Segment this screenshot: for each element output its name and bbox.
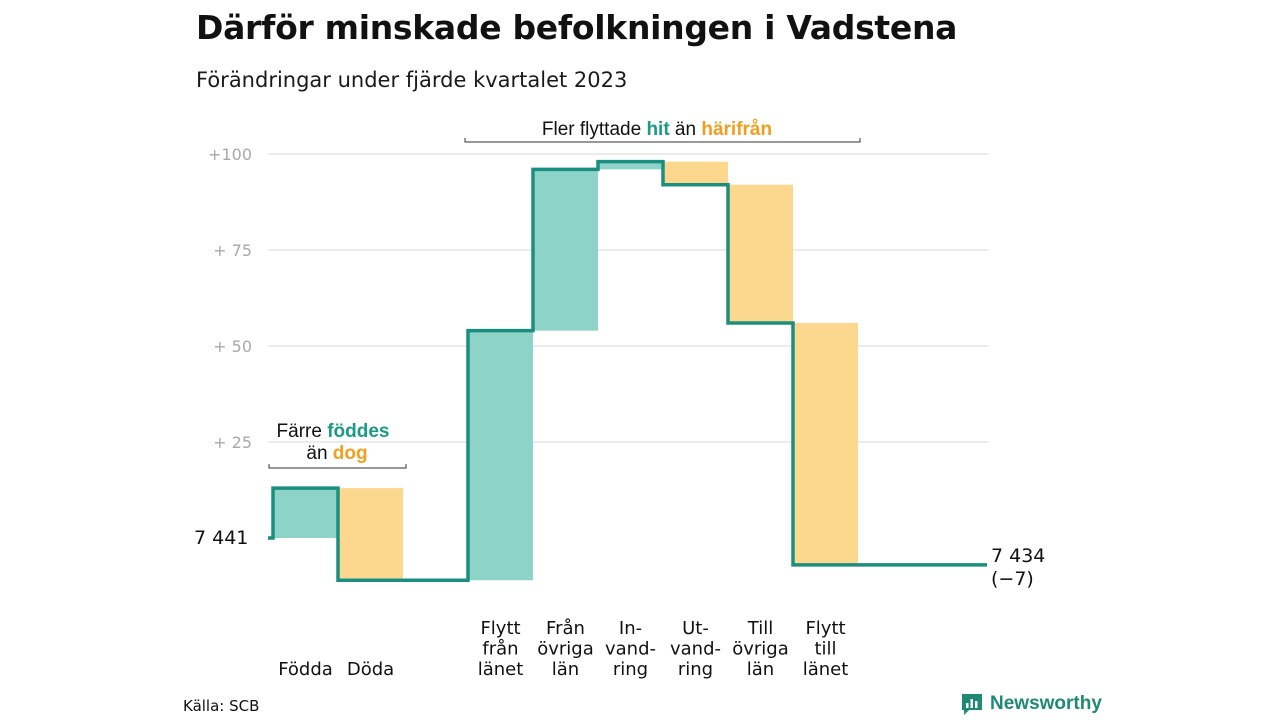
y-tick-label-25: + 25 — [213, 433, 252, 452]
category-label-2-1: från — [482, 639, 518, 660]
category-label-3-2: län — [552, 659, 579, 680]
moves-annotation-part-3: härifrån — [701, 119, 772, 140]
category-label-7-0: Flytt — [805, 618, 845, 639]
brand-logo: Newsworthy — [960, 692, 1102, 716]
bar-7 — [793, 322, 858, 565]
category-label-6-0: Till — [747, 618, 773, 639]
births-annotation-line1: Färre föddes — [277, 421, 390, 442]
category-label-0-0: Födda — [278, 659, 333, 680]
category-label-3-0: Från — [546, 618, 585, 639]
bar-2 — [468, 330, 533, 581]
moves-annotation-part-2: än — [670, 119, 702, 140]
chart-subtitle: Förändringar under fjärde kvartalet 2023 — [196, 68, 628, 92]
births-annotation-line2-part-1: dog — [333, 443, 368, 464]
cumulative-step-line — [268, 159, 987, 582]
category-label-2-2: länet — [478, 659, 524, 680]
category-label-2-0: Flytt — [480, 618, 520, 639]
moves-annotation: Fler flyttade hit än härifrån — [542, 119, 772, 140]
chart-title: Därför minskade befolkningen i Vadstena — [196, 8, 958, 47]
births-bracket — [268, 464, 407, 469]
moves-bracket — [464, 138, 861, 143]
y-tick-label-50: + 50 — [213, 337, 252, 356]
bar-5 — [663, 161, 728, 185]
category-label-4-1: vand- — [605, 639, 656, 660]
newsworthy-logo-icon — [962, 694, 982, 715]
bar-0 — [273, 488, 338, 538]
source-note: Källa: SCB — [183, 697, 260, 715]
births-annotation-line1-part-0: Färre — [277, 421, 328, 442]
category-label-6-2: län — [747, 659, 774, 680]
moves-annotation-part-1: hit — [646, 119, 670, 140]
category-label-7-2: länet — [803, 659, 849, 680]
moves-annotation-part-0: Fler flyttade — [542, 119, 647, 140]
end-value-label: 7 434 — [991, 545, 1045, 567]
category-label-5-2: ring — [678, 659, 713, 680]
births-annotation-line1-part-1: föddes — [327, 421, 389, 442]
category-label-1-0: Döda — [347, 659, 394, 680]
births-annotation-line2-part-0: än — [306, 443, 332, 464]
births-annotation-line2: än dog — [306, 443, 367, 464]
category-label-7-1: till — [814, 639, 836, 660]
category-label-5-1: vand- — [670, 639, 721, 660]
bar-3 — [533, 169, 598, 331]
bar-1 — [338, 488, 403, 581]
bar-4 — [598, 161, 663, 170]
brand-name: Newsworthy — [990, 693, 1102, 714]
category-label-5-0: Ut- — [682, 618, 709, 639]
category-label-4-2: ring — [613, 659, 648, 680]
y-tick-label-100: +100 — [208, 145, 252, 164]
category-label-3-1: övriga — [537, 639, 594, 660]
start-value-label: 7 441 — [194, 527, 248, 549]
bar-6 — [728, 184, 793, 323]
category-label-4-0: In- — [619, 618, 642, 639]
category-label-6-1: övriga — [732, 639, 789, 660]
y-tick-label-75: + 75 — [213, 241, 252, 260]
end-change-label: (−7) — [991, 568, 1034, 590]
